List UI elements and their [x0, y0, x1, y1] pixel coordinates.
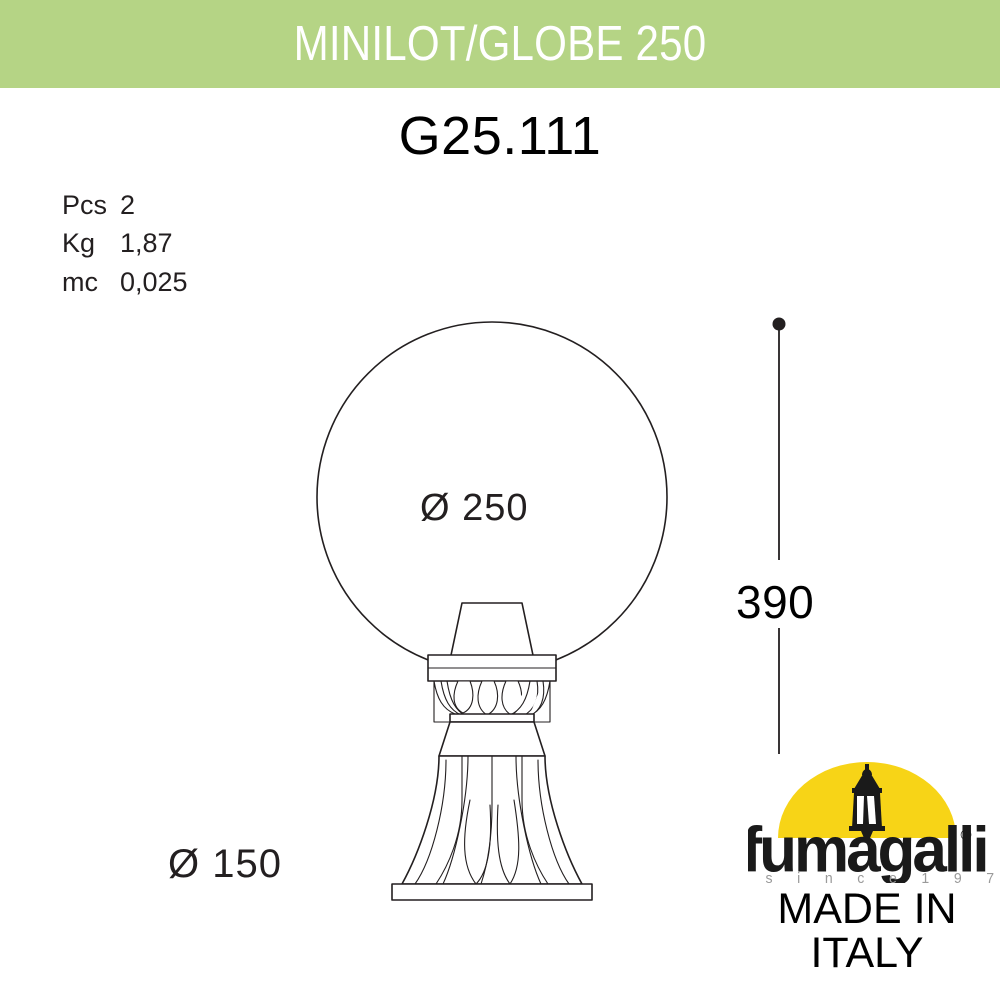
- spec-label-pcs: Pcs: [62, 190, 108, 220]
- capital-collar: [449, 713, 535, 723]
- column-shaft: [401, 755, 583, 885]
- spec-label-mc: mc: [62, 266, 98, 297]
- column-flutes: [414, 755, 570, 885]
- fumagalli-logo-mark: fumagalli ®: [748, 762, 986, 883]
- spec-row-pcs: Pcs 2: [62, 186, 188, 224]
- globe-diameter-label: Ø 250: [420, 487, 529, 529]
- spec-value-kg: 1,87: [120, 228, 173, 259]
- spec-value-mc: 0,025: [120, 266, 188, 297]
- capital-ornament: [433, 680, 551, 723]
- spec-row-mc: mc 0,025: [62, 263, 188, 301]
- logo-tagline: s i n c e 1 9 7 3: [765, 870, 1000, 887]
- made-in-line: MADE IN: [777, 885, 957, 933]
- lantern-glass-panels: [857, 796, 876, 824]
- dimension-dot: [772, 317, 786, 331]
- fumagalli-wordmark-glyphs: fumagalli: [748, 814, 986, 883]
- overall-height-label: 390: [736, 576, 815, 628]
- spec-label-kg: Kg: [62, 228, 96, 259]
- base-plate: [391, 883, 593, 901]
- lamp-holder-cone: [449, 602, 535, 661]
- registered-trademark-icon: ®: [960, 827, 971, 844]
- base-diameter-label: Ø 150: [168, 842, 282, 886]
- fumagalli-logo: fumagalli ® s i n c e 1 9 7 3 MADE IN IT…: [748, 758, 1000, 1000]
- capital-slab: [427, 654, 557, 682]
- italy-line: ITALY: [810, 928, 924, 977]
- wordmark-text: fumagalli: [748, 814, 986, 883]
- column-drum: [438, 721, 546, 757]
- spec-value-pcs: 2: [120, 190, 136, 220]
- specs-block: Pcs 2 Kg 1,87 mc 0,025: [62, 186, 188, 301]
- spec-row-kg: Kg 1,87: [62, 224, 188, 262]
- model-code: G25.111: [398, 106, 602, 166]
- made-in-italy-label: MADE IN ITALY: [748, 885, 986, 977]
- header-banner: MINILOT/GLOBE 250: [0, 0, 1000, 88]
- page-title: MINILOT/GLOBE 250: [293, 16, 707, 71]
